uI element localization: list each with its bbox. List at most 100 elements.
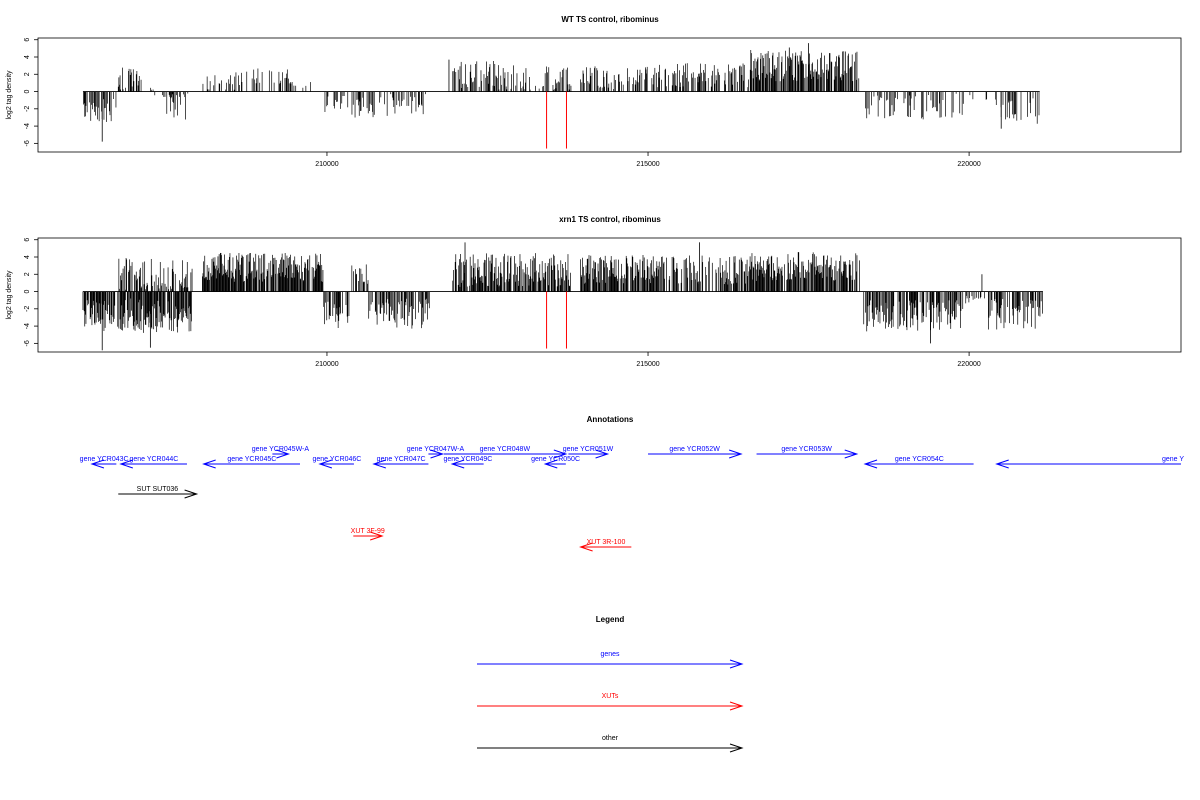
xrn1-y-tick-label: -6 bbox=[24, 340, 31, 346]
annotation-arrow-arrowhead bbox=[595, 449, 610, 459]
annotation-arrow-arrowhead bbox=[995, 459, 1009, 469]
annotation-feature: gene YCR045C bbox=[202, 456, 300, 469]
annotation-feature: gene YCR047W-A bbox=[407, 446, 465, 459]
wt-track-title: WT TS control, ribominus bbox=[561, 15, 659, 24]
xrn1-x-tick-label: 220000 bbox=[957, 361, 980, 368]
annotation-feature: gene YCR045W-A bbox=[252, 446, 310, 459]
annotation-arrow-arrowhead bbox=[119, 459, 133, 469]
xrn1-y-tick-label: 0 bbox=[24, 289, 31, 293]
wt-track-marks: 6 4 2 0 -2 -4 -6 210000 215000 220000 bbox=[24, 38, 1040, 168]
annotation-label: gene YCR053W bbox=[781, 446, 832, 453]
legend-panel: Legend genes XUTs other bbox=[477, 615, 744, 753]
xrn1-x-tick-label: 210000 bbox=[315, 361, 338, 368]
annotation-arrow-arrowhead bbox=[90, 459, 105, 469]
annotation-arrow-arrowhead bbox=[318, 459, 333, 469]
annotation-label: gene YCR047C bbox=[377, 456, 426, 463]
xrn1-track-title: xrn1 TS control, ribominus bbox=[559, 215, 661, 224]
wt-y-tick-label: -2 bbox=[24, 106, 31, 112]
annotation-feature: gene YCR047C bbox=[372, 456, 429, 469]
wt-x-tick-label: 210000 bbox=[315, 161, 338, 168]
annotation-feature: gene YCR048W bbox=[443, 446, 568, 459]
annotation-feature: XUT 3F-99 bbox=[351, 528, 385, 541]
annotation-arrow-arrowhead bbox=[202, 459, 216, 469]
annotation-feature: gene YCR046C bbox=[312, 456, 361, 469]
annotation-label: XUT 3F-99 bbox=[351, 528, 385, 535]
wt-x-tick-label: 220000 bbox=[957, 161, 980, 168]
annotation-label: gene YCR052W bbox=[669, 446, 720, 453]
annotation-feature: gene YCR054C bbox=[863, 456, 974, 469]
legend-arrow-arrowhead bbox=[729, 659, 744, 669]
annotation-feature: gene Y bbox=[995, 456, 1184, 469]
legend-item-label: genes bbox=[600, 651, 620, 658]
wt-y-tick-label: 4 bbox=[24, 55, 31, 59]
annotation-label: gene YCR049C bbox=[443, 456, 492, 463]
annotation-arrow-arrowhead bbox=[579, 542, 593, 552]
legend-item-label: XUTs bbox=[602, 693, 619, 700]
annotation-label: SUT SUT036 bbox=[137, 486, 179, 493]
annotation-arrow-arrowhead bbox=[844, 449, 859, 459]
annotation-feature: gene YCR050C bbox=[531, 456, 580, 469]
annotation-arrow-arrowhead bbox=[430, 449, 445, 459]
annotation-label: gene YCR051W bbox=[563, 446, 614, 453]
xrn1-y-axis-label: log2 tag density bbox=[6, 270, 13, 320]
annotation-arrow-arrowhead bbox=[184, 489, 199, 499]
annotation-arrow-arrowhead bbox=[450, 459, 465, 469]
legend-arrow-arrowhead bbox=[729, 701, 744, 711]
xrn1-plot-frame bbox=[37, 237, 1182, 353]
wt-y-tick-label: -6 bbox=[24, 140, 31, 146]
xrn1-x-tick-label: 215000 bbox=[636, 361, 659, 368]
wt-y-tick-label: 0 bbox=[24, 89, 31, 93]
annotation-label: gene YCR045C bbox=[227, 456, 276, 463]
annotation-label: gene YCR054C bbox=[895, 456, 944, 463]
annotation-arrow-arrowhead bbox=[370, 531, 384, 541]
wt-x-tick-label: 215000 bbox=[636, 161, 659, 168]
annotation-label: gene YCR047W-A bbox=[407, 446, 465, 453]
annotation-feature: gene YCR052W bbox=[648, 446, 743, 459]
annotation-feature: SUT SUT036 bbox=[118, 486, 199, 499]
annotation-label: gene YCR043C bbox=[80, 456, 129, 463]
legend-item: other bbox=[477, 735, 744, 753]
annotation-label: gene YCR048W bbox=[480, 446, 531, 453]
annotation-arrow-arrowhead bbox=[543, 459, 558, 469]
wt-y-axis-label: log2 tag density bbox=[6, 70, 13, 120]
legend-item: genes bbox=[477, 651, 744, 669]
xrn1-y-tick-label: 2 bbox=[24, 272, 31, 276]
annotation-feature: gene YCR049C bbox=[443, 456, 492, 469]
annotation-arrow-arrowhead bbox=[372, 459, 386, 469]
annotation-feature: gene YCR044C bbox=[119, 456, 187, 469]
annotation-arrow-arrowhead bbox=[276, 449, 291, 459]
legend-title: Legend bbox=[596, 615, 625, 624]
annotation-feature: gene YCR051W bbox=[563, 446, 614, 459]
legend-item-label: other bbox=[602, 735, 619, 742]
xrn1-y-tick-label: -2 bbox=[24, 306, 31, 312]
xrn1-y-tick-label: 4 bbox=[24, 255, 31, 259]
wt-y-tick-label: 2 bbox=[24, 72, 31, 76]
annotation-feature: gene YCR043C bbox=[80, 456, 129, 469]
annotations-title: Annotations bbox=[587, 415, 634, 424]
wt-y-tick-label: 6 bbox=[24, 38, 31, 42]
annotation-arrow-arrowhead bbox=[728, 449, 743, 459]
annotation-label: XUT 3R-100 bbox=[587, 539, 626, 546]
wt-y-tick-label: -4 bbox=[24, 123, 31, 129]
wt-plot-frame bbox=[37, 37, 1182, 153]
xrn1-track-panel: xrn1 TS control, ribominus log2 tag dens… bbox=[6, 215, 1182, 368]
xrn1-y-tick-label: -4 bbox=[24, 323, 31, 329]
annotations-panel: Annotations gene YCR043C gene YCR044C gene… bbox=[80, 415, 1184, 552]
xrn1-y-tick-label: 6 bbox=[24, 238, 31, 242]
legend-items: genes XUTs other bbox=[477, 651, 744, 753]
annotation-arrow-arrowhead bbox=[863, 459, 878, 469]
annotation-label: gene Y bbox=[1162, 456, 1184, 463]
legend-item: XUTs bbox=[477, 693, 744, 711]
annotation-label: gene YCR044C bbox=[129, 456, 178, 463]
annotation-feature: gene YCR053W bbox=[756, 446, 859, 459]
annotation-label: gene YCR046C bbox=[312, 456, 361, 463]
annotation-label: gene YCR045W-A bbox=[252, 446, 310, 453]
wt-track-panel: WT TS control, ribominus log2 tag densit… bbox=[6, 15, 1182, 168]
annotation-label: gene YCR050C bbox=[531, 456, 580, 463]
annotation-feature: XUT 3R-100 bbox=[579, 539, 632, 552]
annotation-arrow-arrowhead bbox=[553, 449, 568, 459]
xrn1-track-marks: 6 4 2 0 -2 -4 -6 210000 215000 220000 bbox=[24, 238, 1043, 368]
legend-arrow-arrowhead bbox=[729, 743, 744, 753]
